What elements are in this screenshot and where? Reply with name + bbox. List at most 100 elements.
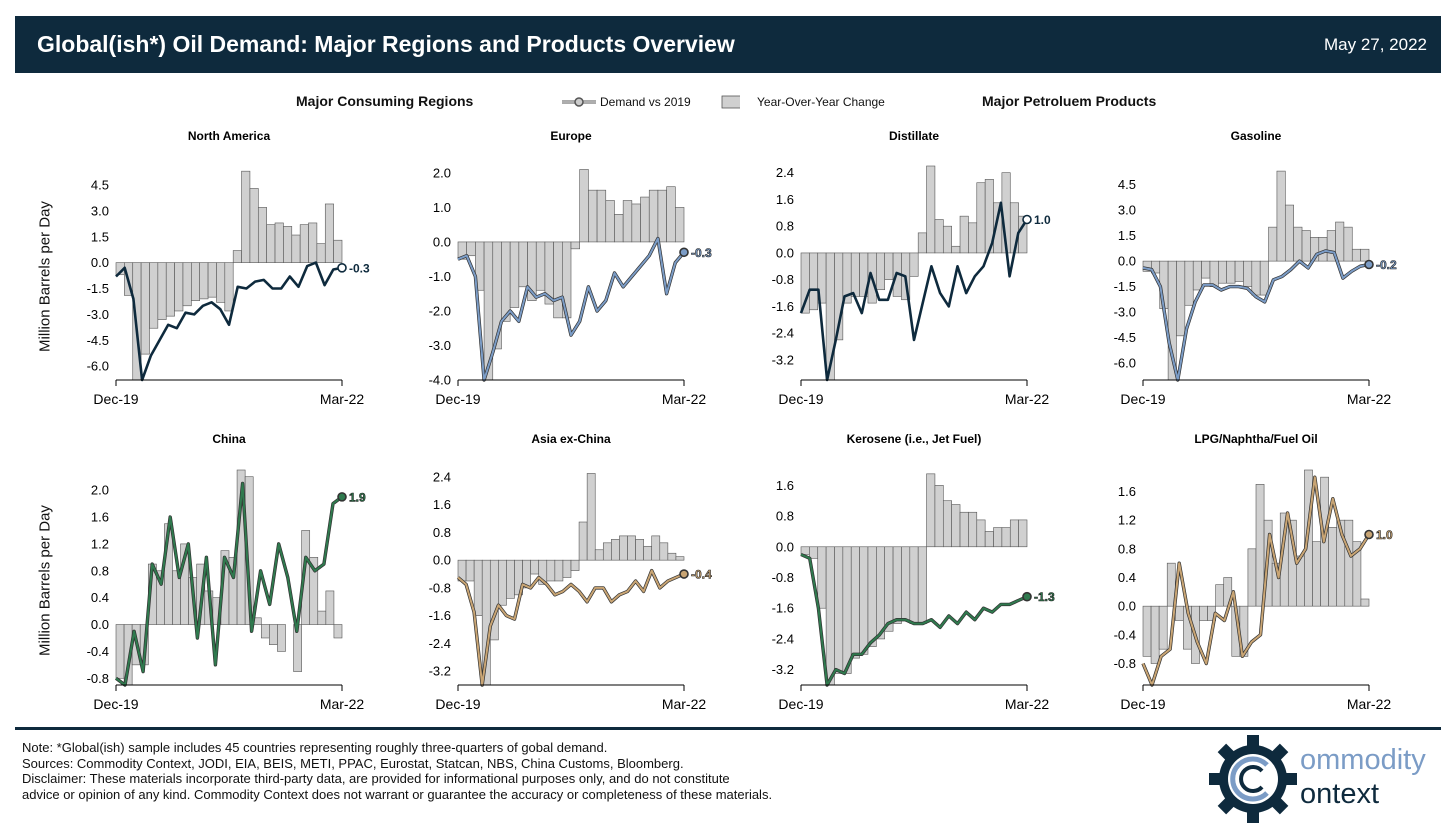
yoy-bar	[951, 504, 961, 548]
yoy-bar	[553, 241, 563, 319]
yoy-bar	[942, 500, 952, 548]
chart-panel: North America -0.3 -6.0 -4.5 -3.0 -1.5 0.0 1.5 3…	[87, 129, 370, 407]
end-marker	[1364, 529, 1374, 540]
y-tick-label: -1.5	[1114, 279, 1136, 294]
footer-notes: Note: *Global(ish) sample includes 45 co…	[22, 740, 772, 802]
y-tick-label: 1.6	[776, 478, 794, 493]
yoy-bar	[640, 196, 650, 243]
legend-bar-label: Year-Over-Year Change	[757, 95, 885, 109]
y-tick-label: 0.0	[776, 245, 794, 260]
yoy-bar	[1009, 519, 1019, 548]
y-tick-label: 1.5	[1118, 228, 1136, 243]
yoy-bar	[1344, 519, 1354, 607]
footer-note: Note: *Global(ish) sample includes 45 co…	[22, 740, 608, 755]
yoy-bar	[588, 189, 598, 243]
yoy-bar	[884, 546, 894, 632]
y-tick-label: -2.4	[772, 326, 794, 341]
y-tick-label: 0.0	[91, 255, 109, 270]
y-tick-label: -2.0	[429, 303, 451, 318]
chart-title: North America	[188, 129, 271, 143]
yoy-bar	[667, 552, 677, 561]
yoy-bar	[1293, 226, 1303, 262]
yoy-bar	[1318, 237, 1328, 262]
y-tick-label: -3.2	[429, 664, 451, 679]
yoy-bar	[333, 239, 343, 263]
yoy-bar	[622, 200, 633, 243]
yoy-bar	[554, 559, 564, 582]
end-marker	[1364, 259, 1374, 270]
yoy-bar	[578, 521, 588, 561]
yoy-bar	[316, 243, 326, 263]
yoy-bar	[605, 200, 615, 243]
x-tick-label-end: Mar-22	[1005, 696, 1050, 712]
yoy-bar	[817, 546, 827, 609]
x-tick-label-end: Mar-22	[662, 391, 707, 407]
end-value-label: 1.0	[1034, 213, 1051, 227]
yoy-bar	[809, 252, 819, 311]
x-tick-label-end: Mar-22	[320, 391, 365, 407]
demand-line	[1142, 476, 1370, 686]
section-title-products: Major Petroluem Products	[982, 93, 1157, 109]
y-tick-label: -0.8	[772, 272, 794, 287]
yoy-bar	[619, 535, 628, 561]
yoy-bar	[627, 535, 636, 561]
chart-title: Distillate	[889, 129, 939, 143]
end-marker	[679, 247, 689, 258]
yoy-bar	[825, 546, 835, 686]
x-tick-label-start: Dec-19	[778, 696, 823, 712]
x-tick-label-end: Mar-22	[320, 696, 365, 712]
y-tick-label: -4.0	[429, 373, 451, 388]
end-value-label: 1.9	[349, 490, 366, 504]
end-value-label: -0.4	[691, 568, 712, 582]
x-tick-label-start: Dec-19	[1120, 696, 1165, 712]
y-tick-label: -6.0	[87, 359, 109, 374]
yoy-bar	[859, 546, 869, 655]
y-tick-label: -1.0	[429, 269, 451, 284]
yoy-bar	[191, 262, 201, 301]
yoy-bar	[917, 232, 927, 254]
yoy-bar	[241, 170, 251, 263]
yoy-bar	[1251, 260, 1261, 296]
y-tick-label: 1.2	[1118, 513, 1136, 528]
yoy-bar	[876, 252, 886, 291]
yoy-bar	[535, 241, 546, 291]
yoy-bar	[115, 624, 125, 679]
end-value-label: -0.2	[1376, 258, 1397, 272]
yoy-bar	[993, 527, 1003, 548]
x-tick-label-start: Dec-19	[1120, 391, 1165, 407]
y-tick-label: -3.2	[772, 662, 794, 677]
yoy-bar	[976, 519, 986, 548]
yoy-bar	[317, 610, 327, 625]
y-tick-label: -3.0	[429, 338, 451, 353]
yoy-bar	[1360, 598, 1370, 607]
yoy-bar	[1158, 605, 1168, 650]
x-tick-label-start: Dec-19	[435, 696, 480, 712]
yoy-bar	[157, 262, 167, 320]
yoy-bar	[635, 539, 644, 561]
yoy-bar	[1142, 605, 1152, 657]
y-tick-label: 0.8	[776, 219, 794, 234]
yoy-bar	[1234, 260, 1244, 282]
y-tick-label: 0.0	[91, 617, 109, 632]
y-tick-label: 0.8	[1118, 541, 1136, 556]
y-tick-label: 0.8	[776, 509, 794, 524]
end-value-label: 1.0	[1376, 528, 1393, 542]
report-date: May 27, 2022	[1323, 35, 1427, 54]
y-tick-label: 0.4	[91, 590, 109, 605]
yoy-bar	[269, 624, 278, 645]
yoy-bar	[473, 559, 483, 616]
y-tick-label: 0.0	[776, 539, 794, 554]
y-tick-label: -3.2	[772, 352, 794, 367]
yoy-bar	[1343, 226, 1353, 262]
chart-title: China	[212, 432, 246, 446]
yoy-bar	[876, 546, 886, 640]
yoy-bar	[506, 559, 515, 599]
y-tick-label: 1.6	[1118, 484, 1136, 499]
chart-panel: Gasoline -0.2 -6.0 -4.5 -3.0 -1.5 0.0 1.5 3.0 4.5…	[1114, 129, 1398, 407]
y-tick-label: -2.4	[429, 636, 451, 651]
yoy-bar	[614, 214, 624, 243]
yoy-bar	[570, 559, 580, 571]
y-tick-label: -6.0	[1114, 356, 1136, 371]
yoy-bar	[199, 262, 209, 300]
footer-disclaimer-line1: Disclaimer: These materials incorporate …	[22, 771, 730, 786]
